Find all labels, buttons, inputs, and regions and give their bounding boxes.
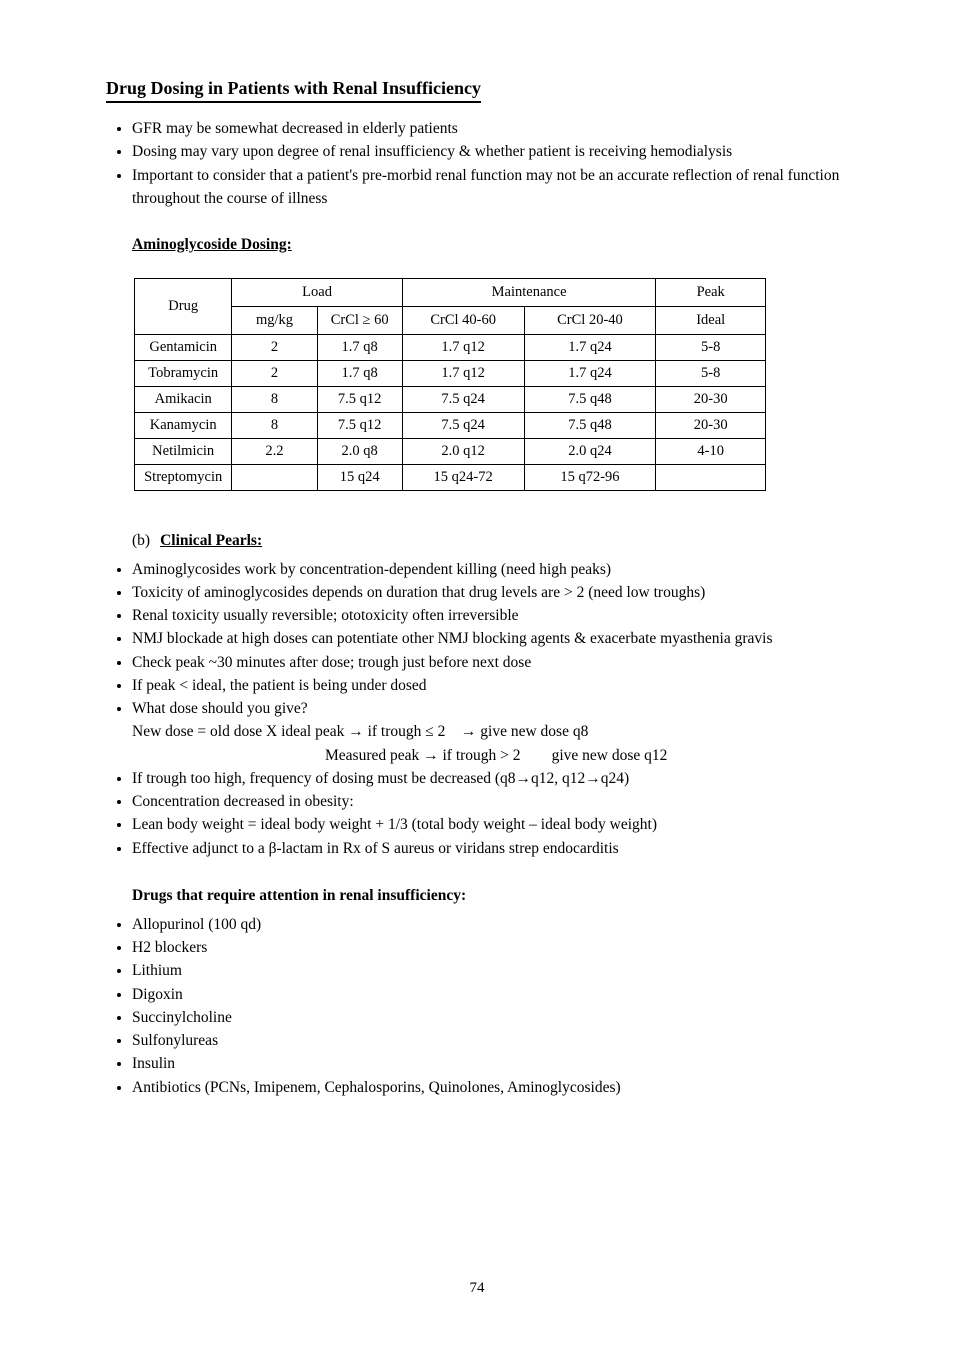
arrow-icon: → <box>423 747 439 764</box>
list-item: Toxicity of aminoglycosides depends on d… <box>132 581 876 604</box>
col-subheader: CrCl 20-40 <box>524 306 656 334</box>
col-header-peak: Peak <box>656 279 766 307</box>
list-item: Check peak ~30 minutes after dose; troug… <box>132 651 876 674</box>
list-item: Insulin <box>132 1052 876 1075</box>
list-item: What dose should you give? New dose = ol… <box>132 697 876 767</box>
page-title: Drug Dosing in Patients with Renal Insuf… <box>106 78 876 103</box>
col-header-drug: Drug <box>135 279 232 335</box>
aminoglycoside-table: Drug Load Maintenance Peak mg/kg CrCl ≥ … <box>134 278 876 491</box>
list-item: If trough too high, frequency of dosing … <box>132 767 876 790</box>
arrow-icon: → <box>348 723 364 740</box>
list-item: NMJ blockade at high doses can potentiat… <box>132 627 876 650</box>
table-row: Gentamicin 2 1.7 q8 1.7 q12 1.7 q24 5-8 <box>135 334 766 360</box>
col-header-load: Load <box>232 279 402 307</box>
list-item: Renal toxicity usually reversible; ototo… <box>132 604 876 627</box>
formula-line-2: Measured peak → if trough > 2 give new d… <box>132 744 876 767</box>
list-item: If peak < ideal, the patient is being un… <box>132 674 876 697</box>
list-item: Allopurinol (100 qd) <box>132 913 876 936</box>
list-item: Concentration decreased in obesity: <box>132 790 876 813</box>
top-bullet-list: GFR may be somewhat decreased in elderly… <box>132 117 876 210</box>
table-row: Netilmicin 2.2 2.0 q8 2.0 q12 2.0 q24 4-… <box>135 438 766 464</box>
col-subheader: CrCl ≥ 60 <box>317 306 402 334</box>
renal-heading: Drugs that require attention in renal in… <box>132 886 876 907</box>
pearls-heading: Clinical Pearls: <box>160 532 262 549</box>
list-item: Sulfonylureas <box>132 1029 876 1052</box>
list-item: Digoxin <box>132 983 876 1006</box>
list-item: GFR may be somewhat decreased in elderly… <box>132 117 876 140</box>
arrow-icon: → <box>461 723 477 740</box>
list-item: Dosing may vary upon degree of renal ins… <box>132 140 876 163</box>
col-subheader: Ideal <box>656 306 766 334</box>
list-item: Lithium <box>132 959 876 982</box>
formula-line-1: New dose = old dose X ideal peak → if tr… <box>132 723 588 740</box>
list-item: Aminoglycosides work by concentration-de… <box>132 558 876 581</box>
table-title: Aminoglycoside Dosing: <box>132 236 876 254</box>
list-item: Important to consider that a patient's p… <box>132 164 876 211</box>
list-item: Antibiotics (PCNs, Imipenem, Cephalospor… <box>132 1076 876 1099</box>
pearls-list: Aminoglycosides work by concentration-de… <box>132 558 876 860</box>
list-item: Effective adjunct to a β-lactam in Rx of… <box>132 837 876 860</box>
list-item: Succinylcholine <box>132 1006 876 1029</box>
table-row: Kanamycin 8 7.5 q12 7.5 q24 7.5 q48 20-3… <box>135 412 766 438</box>
table-row: Streptomycin 15 q24 15 q24-72 15 q72-96 <box>135 464 766 490</box>
list-item: Lean body weight = ideal body weight + 1… <box>132 813 876 836</box>
renal-list: Allopurinol (100 qd) H2 blockers Lithium… <box>132 913 876 1099</box>
table-row: Amikacin 8 7.5 q12 7.5 q24 7.5 q48 20-30 <box>135 386 766 412</box>
col-subheader: CrCl 40-60 <box>402 306 524 334</box>
pearls-label: (b) <box>132 532 150 549</box>
col-header-maintenance: Maintenance <box>402 279 656 307</box>
list-item: H2 blockers <box>132 936 876 959</box>
page-number: 74 <box>0 1280 954 1297</box>
table-row: Tobramycin 2 1.7 q8 1.7 q12 1.7 q24 5-8 <box>135 360 766 386</box>
col-subheader: mg/kg <box>232 306 317 334</box>
